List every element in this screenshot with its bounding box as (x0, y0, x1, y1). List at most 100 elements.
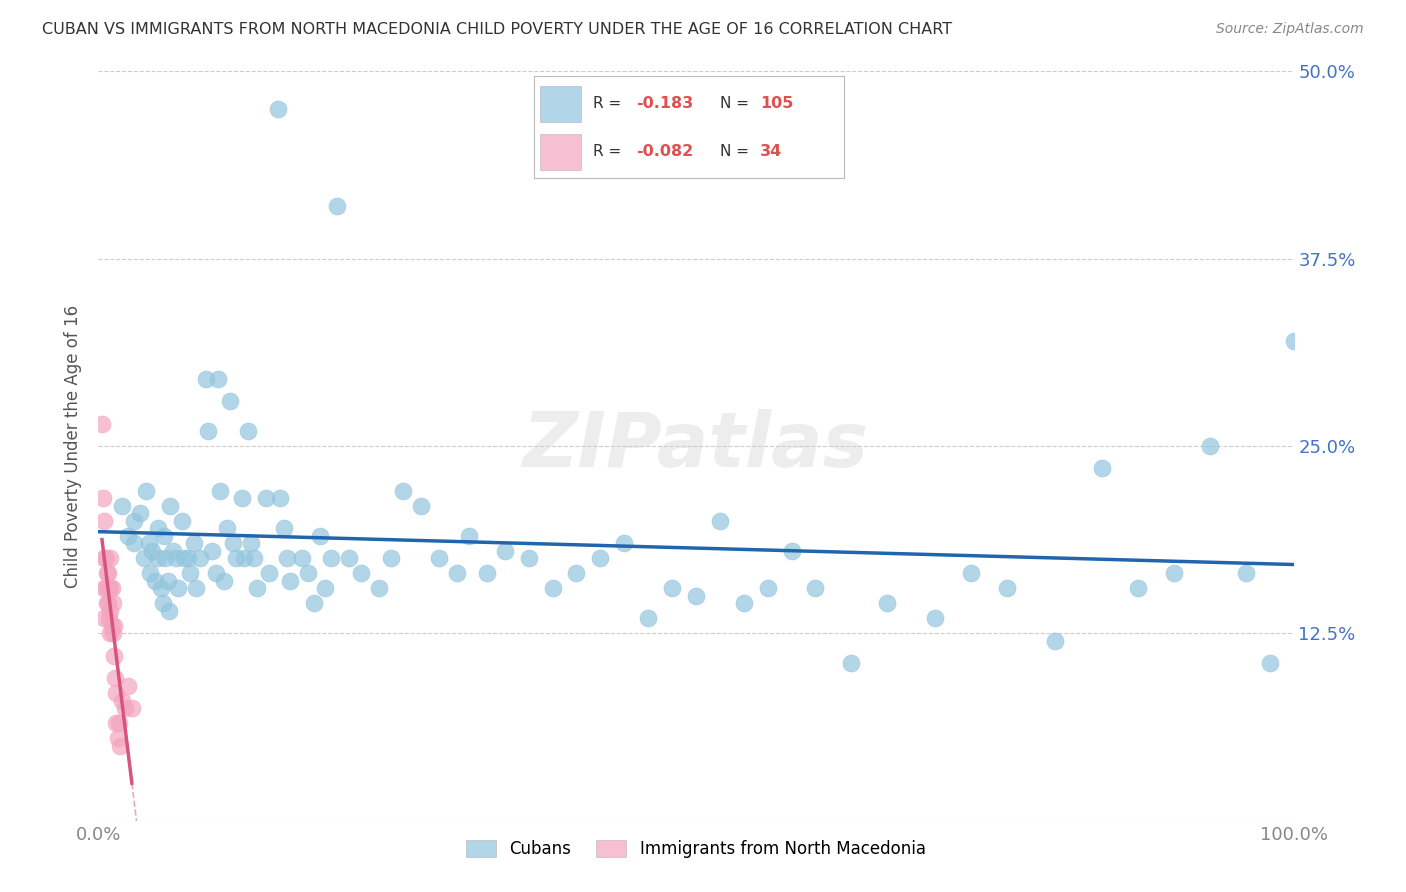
Point (98, 551, 122, 566)
Point (517, 551, 540, 566)
Point (172, 514, 194, 528)
Point (129, 507, 152, 521)
Point (1163, 566, 1185, 581)
Point (93, 582, 115, 596)
Point (177, 551, 200, 566)
Point (104, 671, 127, 685)
Point (98, 582, 122, 596)
Point (1330, 544, 1353, 558)
Point (107, 731, 129, 746)
Point (165, 551, 187, 566)
Point (1306, 469, 1329, 483)
Point (105, 686, 128, 700)
Point (91, 491, 114, 506)
Point (107, 716, 129, 731)
Point (121, 701, 143, 715)
Point (101, 626, 124, 640)
Point (148, 521, 170, 535)
Point (269, 491, 291, 506)
Point (411, 499, 433, 513)
Point (804, 582, 827, 596)
Point (101, 596, 124, 610)
Point (148, 551, 170, 566)
Point (276, 551, 298, 566)
Point (339, 551, 361, 566)
Text: 105: 105 (761, 95, 793, 111)
Point (267, 102, 290, 116)
Legend: Cubans, Immigrants from North Macedonia: Cubans, Immigrants from North Macedonia (460, 833, 932, 864)
Point (780, 544, 803, 558)
Point (291, 551, 314, 566)
Point (321, 551, 343, 566)
Point (93, 551, 115, 566)
Point (157, 604, 180, 618)
Point (100, 619, 122, 633)
Point (475, 566, 498, 581)
Point (103, 648, 125, 663)
Point (1378, 551, 1400, 566)
Text: -0.183: -0.183 (637, 95, 693, 111)
Point (240, 536, 263, 550)
Point (117, 679, 139, 693)
Point (167, 582, 190, 596)
Text: N =: N = (720, 144, 749, 159)
Point (97, 566, 120, 581)
Point (98, 604, 122, 618)
Point (273, 521, 295, 535)
Point (173, 551, 195, 566)
Point (207, 371, 229, 385)
Point (114, 701, 136, 715)
FancyBboxPatch shape (540, 87, 581, 122)
Point (246, 582, 269, 596)
Point (446, 566, 468, 581)
Point (96, 596, 118, 610)
Point (179, 566, 201, 581)
Point (259, 566, 281, 581)
Text: N =: N = (720, 95, 749, 111)
Point (661, 582, 683, 596)
Point (124, 514, 146, 528)
Point (155, 551, 177, 566)
Point (1199, 439, 1222, 453)
Point (876, 596, 898, 610)
Y-axis label: Child Poverty Under the Age of 16: Child Poverty Under the Age of 16 (65, 304, 83, 588)
Point (153, 529, 176, 543)
Point (197, 424, 219, 438)
Point (427, 551, 450, 566)
Point (685, 589, 707, 603)
Point (97, 596, 120, 610)
Point (111, 694, 134, 708)
Text: 34: 34 (761, 144, 782, 159)
Point (156, 574, 179, 588)
Point (135, 483, 157, 498)
Point (326, 199, 349, 213)
Point (315, 582, 337, 596)
Point (995, 582, 1018, 596)
Point (1402, 582, 1406, 596)
Point (458, 529, 481, 543)
Text: CUBAN VS IMMIGRANTS FROM NORTH MACEDONIA CHILD POVERTY UNDER THE AGE OF 16 CORRE: CUBAN VS IMMIGRANTS FROM NORTH MACEDONIA… (42, 22, 952, 37)
Point (209, 483, 232, 498)
Point (124, 536, 146, 550)
Point (98, 626, 122, 640)
Text: R =: R = (593, 144, 626, 159)
Point (1043, 633, 1066, 648)
Point (222, 536, 245, 550)
Point (278, 574, 301, 588)
Point (254, 491, 277, 506)
Point (108, 739, 131, 753)
Point (91, 417, 114, 431)
Point (1282, 334, 1305, 348)
Point (94, 551, 117, 566)
Point (152, 596, 174, 610)
Point (637, 611, 659, 625)
Point (138, 536, 160, 550)
Point (350, 566, 373, 581)
Point (186, 582, 208, 596)
Point (100, 582, 122, 596)
Point (613, 536, 636, 550)
Text: Source: ZipAtlas.com: Source: ZipAtlas.com (1216, 22, 1364, 37)
Point (380, 551, 402, 566)
Point (143, 574, 166, 588)
Point (117, 529, 139, 543)
